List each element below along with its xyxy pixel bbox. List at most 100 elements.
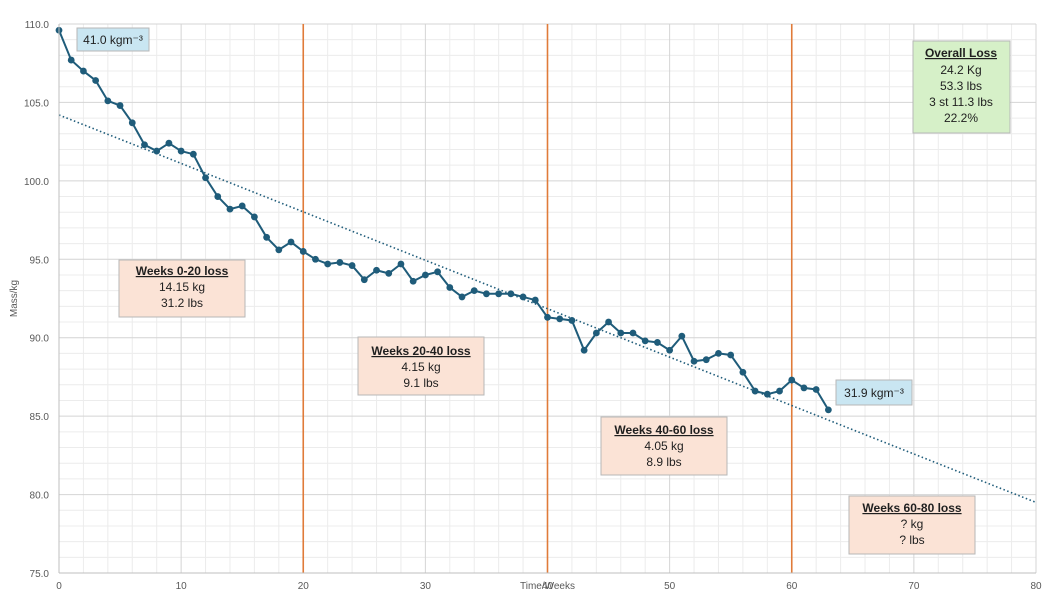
data-point: [141, 141, 148, 149]
series-line: [58, 29, 830, 411]
data-point: [226, 205, 234, 213]
data-point: [495, 290, 503, 298]
y-tick-label: 110.0: [25, 20, 50, 31]
weeks-60-80-box: Weeks 60-80 loss ? kg ? lbs: [848, 495, 976, 555]
data-point: [605, 318, 612, 326]
overall-loss-stone: 3 st 11.3 lbs: [929, 95, 993, 109]
weeks-20-40-lbs: 9.1 lbs: [403, 376, 438, 390]
x-tick-label: 40: [542, 581, 554, 592]
start-bmi-box: 41.0 kgm⁻³: [76, 27, 150, 52]
weeks-20-40-box: Weeks 20-40 loss 4.15 kg 9.1 lbs: [357, 336, 485, 396]
weeks-0-20-box: Weeks 0-20 loss 14.15 kg 31.2 lbs: [118, 259, 246, 318]
data-point: [568, 317, 576, 324]
overall-loss-lbs: 53.3 lbs: [940, 79, 982, 93]
data-point: [470, 287, 478, 295]
data-point: [336, 259, 344, 266]
data-point: [238, 202, 246, 210]
data-point: [397, 260, 405, 268]
data-point: [715, 350, 722, 357]
data-point: [360, 276, 368, 284]
y-tick-label: 80.0: [30, 491, 50, 502]
x-tick-label: 0: [56, 581, 62, 592]
x-tick-label: 20: [298, 581, 310, 592]
y-tick-label: 75.0: [30, 569, 50, 580]
data-point: [287, 238, 295, 246]
weeks-60-80-title: Weeks 60-80 loss: [862, 501, 962, 515]
weeks-60-80-lbs: ? lbs: [899, 533, 924, 547]
y-tick-label: 100.0: [24, 177, 49, 188]
data-point: [641, 337, 649, 345]
data-point: [788, 376, 796, 384]
data-point: [92, 77, 100, 84]
data-point: [776, 387, 783, 395]
data-point: [275, 246, 283, 254]
weeks-60-80-kg: ? kg: [901, 517, 924, 531]
data-point: [421, 271, 429, 279]
data-point: [812, 386, 820, 393]
weeks-40-60-kg: 4.05 kg: [644, 439, 683, 453]
data-point: [165, 139, 173, 147]
data-point: [202, 174, 209, 182]
y-tick-label: 90.0: [30, 334, 50, 345]
data-point: [128, 119, 136, 127]
period-divider-lines: [302, 24, 793, 573]
weeks-40-60-title: Weeks 40-60 loss: [614, 423, 714, 437]
data-point: [409, 277, 417, 285]
data-point: [580, 346, 588, 354]
data-point: [507, 290, 515, 298]
data-point: [434, 268, 441, 276]
data-point: [763, 390, 771, 398]
data-point: [617, 329, 625, 337]
data-point: [324, 260, 332, 268]
data-point: [312, 255, 319, 263]
x-tick-label: 10: [176, 581, 188, 592]
data-point: [556, 315, 564, 323]
x-tick-label: 60: [786, 581, 798, 592]
data-point: [373, 266, 380, 274]
data-point: [800, 384, 808, 392]
start-bmi-label: 41.0 kgm⁻³: [83, 33, 143, 47]
data-point: [385, 270, 393, 277]
data-point: [263, 233, 271, 241]
data-point: [654, 339, 661, 346]
weeks-20-40-kg: 4.15 kg: [401, 360, 440, 374]
y-tick-label: 85.0: [30, 412, 50, 423]
data-point: [666, 346, 674, 354]
data-point: [177, 147, 185, 155]
data-point: [519, 293, 527, 301]
annotations: 41.0 kgm⁻³ 31.9 kgm⁻³ Overall Loss 24.2 …: [76, 27, 1011, 555]
data-point: [824, 406, 832, 414]
data-point: [348, 262, 356, 269]
data-point: [483, 290, 490, 298]
data-point: [531, 296, 539, 304]
x-tick-label: 70: [908, 581, 920, 592]
data-point: [67, 56, 75, 64]
overall-loss-box: Overall Loss 24.2 Kg 53.3 lbs 3 st 11.3 …: [912, 40, 1011, 134]
weeks-40-60-box: Weeks 40-60 loss 4.05 kg 8.9 lbs: [600, 416, 728, 476]
data-point: [299, 248, 307, 255]
y-tick-label: 105.0: [24, 98, 49, 109]
y-axis-title: Mass/kg: [9, 280, 20, 317]
overall-loss-title: Overall Loss: [925, 46, 997, 60]
data-point: [104, 97, 112, 105]
end-bmi-label: 31.9 kgm⁻³: [844, 386, 904, 400]
weeks-0-20-lbs: 31.2 lbs: [161, 296, 203, 310]
x-tick-label: 80: [1030, 581, 1042, 592]
data-point: [153, 147, 161, 155]
weeks-20-40-title: Weeks 20-40 loss: [371, 344, 471, 358]
x-axis-title: Time/Weeks: [520, 581, 575, 592]
overall-loss-kg: 24.2 Kg: [940, 63, 981, 77]
data-point: [446, 284, 454, 291]
overall-loss-percent: 22.2%: [944, 111, 978, 125]
data-point: [592, 329, 600, 337]
data-point: [458, 293, 466, 301]
y-tick-label: 95.0: [30, 255, 50, 266]
data-point: [544, 313, 551, 321]
data-point: [116, 102, 124, 109]
data-point: [690, 357, 698, 365]
data-point: [189, 150, 197, 158]
data-point: [629, 329, 637, 337]
x-tick-label: 30: [420, 581, 432, 592]
